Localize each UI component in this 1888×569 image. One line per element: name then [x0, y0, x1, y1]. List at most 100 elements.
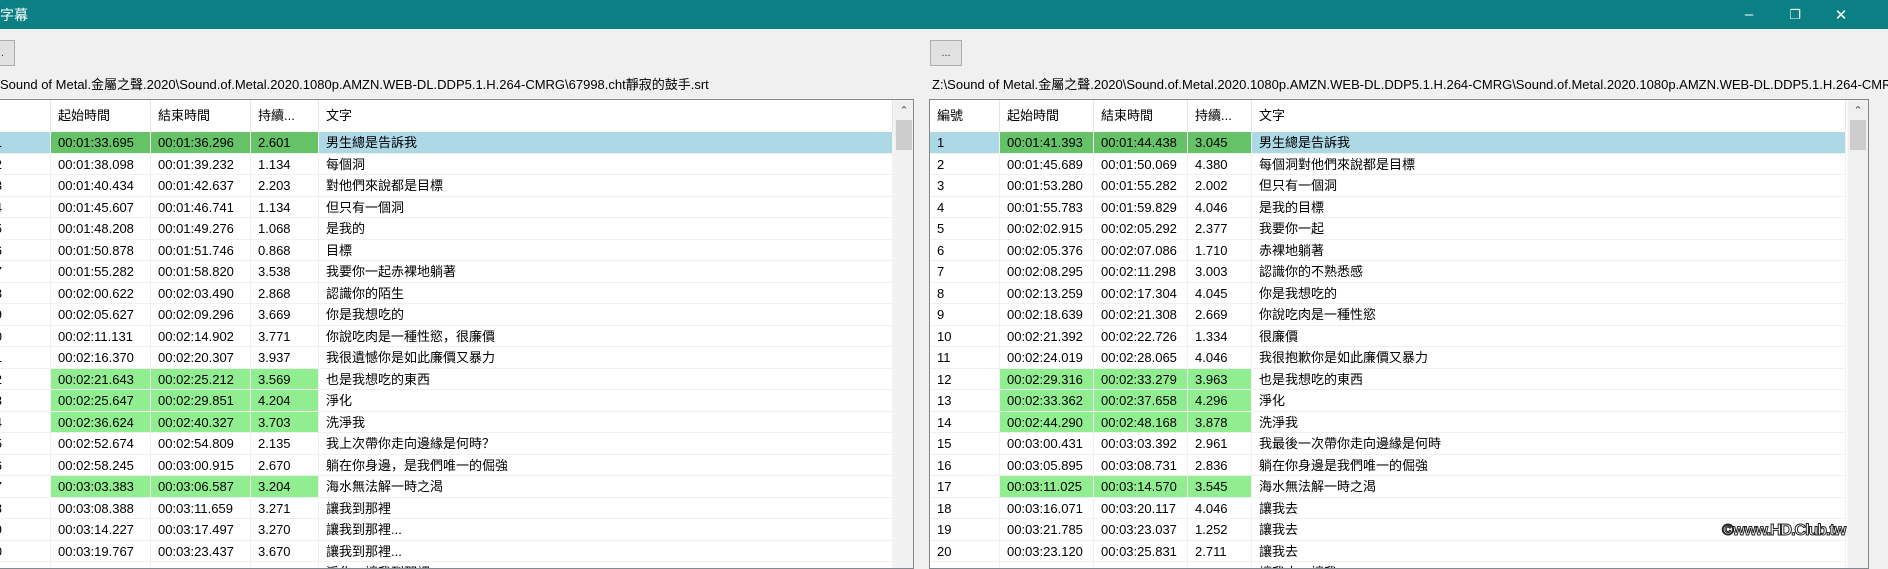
- table-row[interactable]: 7 00:02:08.295 00:02:11.298 3.003 認識你的不熟悉感: [930, 261, 1846, 283]
- cell-end: 00:01:46.741: [151, 196, 251, 217]
- cell-text: 男生總是告訴我: [1252, 132, 1846, 153]
- table-row[interactable]: 8 00:02:13.259 00:02:17.304 4.045 你是我想吃的: [930, 282, 1846, 304]
- cell-num: 11: [0, 347, 51, 368]
- cell-start: 00:03:16.071: [1000, 497, 1094, 518]
- table-row[interactable]: 2 00:01:45.689 00:01:50.069 4.380 每個洞對他們來說都是…: [930, 153, 1846, 175]
- table-row[interactable]: 10 00:02:21.392 00:02:22.726 1.334 很廉價: [930, 325, 1846, 347]
- restore-icon[interactable]: ❐: [1789, 6, 1801, 22]
- scroll-up-icon[interactable]: ⌃: [1853, 105, 1863, 117]
- table-row[interactable]: 1 00:01:41.393 00:01:44.438 3.045 男生總是告訴我: [930, 132, 1846, 154]
- cell-num: 19: [930, 519, 1000, 540]
- cell-duration: 2.868: [251, 282, 319, 303]
- cell-start: 00:02:21.643: [51, 368, 151, 389]
- scroll-up-icon[interactable]: ⌃: [899, 105, 909, 117]
- cell-num: 4: [0, 196, 51, 217]
- table-row[interactable]: 6 00:02:05.376 00:02:07.086 1.710 赤裸地躺著: [930, 239, 1846, 261]
- table-row[interactable]: 2100:03:27.04100:03:29.7102.669讓我去，讓我: [930, 562, 1846, 568]
- cell-end: 00:03:00.915: [151, 454, 251, 475]
- cell-text: 洗淨我: [1252, 411, 1846, 432]
- column-header-end[interactable]: 結束時間: [151, 100, 251, 132]
- table-row[interactable]: 14 00:02:44.290 00:02:48.168 3.878 洗淨我: [930, 411, 1846, 433]
- table-row[interactable]: 2000:03:19.76700:03:23.4373.670讓我到那裡...: [0, 540, 893, 562]
- cell-text: 我很遺憾你是如此廉價又暴力: [319, 347, 893, 368]
- cell-end: 00:02:37.658: [1094, 390, 1188, 411]
- column-header-num[interactable]: 編號: [0, 100, 51, 132]
- table-row[interactable]: 3 00:01:53.280 00:01:55.282 2.002 但只有一個洞: [930, 175, 1846, 197]
- cell-num: 15: [0, 433, 51, 454]
- column-header-num[interactable]: 編號: [930, 100, 1000, 132]
- scroll-thumb[interactable]: [896, 120, 912, 150]
- minimize-icon[interactable]: –: [1744, 6, 1754, 23]
- table-row[interactable]: 4 00:01:55.783 00:01:59.829 4.046 是我的目標: [930, 196, 1846, 218]
- left-browse-button[interactable]: ...: [0, 40, 15, 66]
- table-row[interactable]: 1000:02:11.13100:02:14.9023.771你說吃肉是一種性慾…: [0, 325, 893, 347]
- cell-duration: 4.045: [1188, 282, 1252, 303]
- cell-num: 15: [930, 433, 1000, 454]
- cell-text: 海水無法解一時之渴: [1252, 476, 1846, 497]
- cell-text: 對他們來說都是目標: [319, 175, 893, 196]
- cell-duration: 3.271: [251, 497, 319, 518]
- table-row[interactable]: 1500:02:52.67400:02:54.8092.135我上次帶你走向邊緣…: [0, 433, 893, 455]
- table-row[interactable]: 2100:03:25.20500:03:28.6763.471淨化，讓我到那裡: [0, 562, 893, 568]
- window-title: 字幕: [0, 7, 28, 23]
- table-row[interactable]: 17 00:03:11.025 00:03:14.570 3.545 海水無法解一時之渴: [930, 476, 1846, 498]
- cell-duration: 3.045: [1188, 132, 1252, 153]
- scroll-thumb[interactable]: [1850, 120, 1866, 150]
- table-row[interactable]: 19 00:03:21.785 00:03:23.037 1.252 讓我去: [930, 519, 1846, 541]
- column-header-end[interactable]: 結束時間: [1094, 100, 1188, 132]
- cell-start: 00:03:23.120: [1000, 540, 1094, 561]
- right-browse-button[interactable]: ...: [930, 40, 962, 66]
- column-header-text[interactable]: 文字: [1252, 100, 1846, 132]
- column-header-duration[interactable]: 持續...: [251, 100, 319, 132]
- table-row[interactable]: 1900:03:14.22700:03:17.4973.270讓我到那裡...: [0, 519, 893, 541]
- table-row[interactable]: 16 00:03:05.895 00:03:08.731 2.836 躺在你身邊是我們唯…: [930, 454, 1846, 476]
- cell-end: 00:01:36.296: [151, 132, 251, 153]
- cell-start: 00:02:36.624: [51, 411, 151, 432]
- table-row[interactable]: 12 00:02:29.316 00:02:33.279 3.963 也是我想吃的東西: [930, 368, 1846, 390]
- cell-text: 我很抱歉你是如此廉價又暴力: [1252, 347, 1846, 368]
- cell-duration: 4.204: [251, 390, 319, 411]
- cell-start: 00:02:05.376: [1000, 239, 1094, 260]
- cell-num: 18: [0, 497, 51, 518]
- table-row[interactable]: 1600:02:58.24500:03:00.9152.670躺在你身邊，是我們…: [0, 454, 893, 476]
- table-row[interactable]: 15 00:03:00.431 00:03:03.392 2.961 我最後一次帶你走向…: [930, 433, 1846, 455]
- column-header-duration[interactable]: 持續...: [1188, 100, 1252, 132]
- table-row[interactable]: 20 00:03:23.120 00:03:25.831 2.711 讓我去: [930, 540, 1846, 562]
- cell-text: 你是我想吃的: [1252, 282, 1846, 303]
- table-row[interactable]: 18 00:03:16.071 00:03:20.117 4.046 讓我去: [930, 497, 1846, 519]
- column-header-start[interactable]: 起始時間: [51, 100, 151, 132]
- cell-start: 00:01:55.783: [1000, 196, 1094, 217]
- table-row[interactable]: 5 00:02:02.915 00:02:05.292 2.377 我要你一起: [930, 218, 1846, 240]
- table-row[interactable]: 1100:02:16.37000:02:20.3073.937我很遺憾你是如此廉…: [0, 347, 893, 369]
- column-header-start[interactable]: 起始時間: [1000, 100, 1094, 132]
- cell-end: 00:02:29.851: [151, 390, 251, 411]
- cell-start: 00:01:55.282: [51, 261, 151, 282]
- cell-duration: 1.710: [1188, 239, 1252, 260]
- table-row[interactable]: 11 00:02:24.019 00:02:28.065 4.046 我很抱歉你是如此廉…: [930, 347, 1846, 369]
- table-row[interactable]: 9 00:02:18.639 00:02:21.308 2.669 你說吃肉是一種性慾: [930, 304, 1846, 326]
- close-icon[interactable]: ✕: [1834, 6, 1848, 24]
- vertical-scrollbar[interactable]: ⌃: [893, 100, 913, 568]
- cell-text: 認識你的陌生: [319, 282, 893, 303]
- cell-num: 1: [930, 132, 1000, 153]
- vertical-scrollbar[interactable]: ⌃: [1847, 100, 1868, 568]
- cell-num: 3: [930, 175, 1000, 196]
- column-header-text[interactable]: 文字: [319, 100, 893, 132]
- table-row[interactable]: 13 00:02:33.362 00:02:37.658 4.296 淨化: [930, 390, 1846, 412]
- cell-text: 讓我去: [1252, 497, 1846, 518]
- cell-end: 00:02:09.296: [151, 304, 251, 325]
